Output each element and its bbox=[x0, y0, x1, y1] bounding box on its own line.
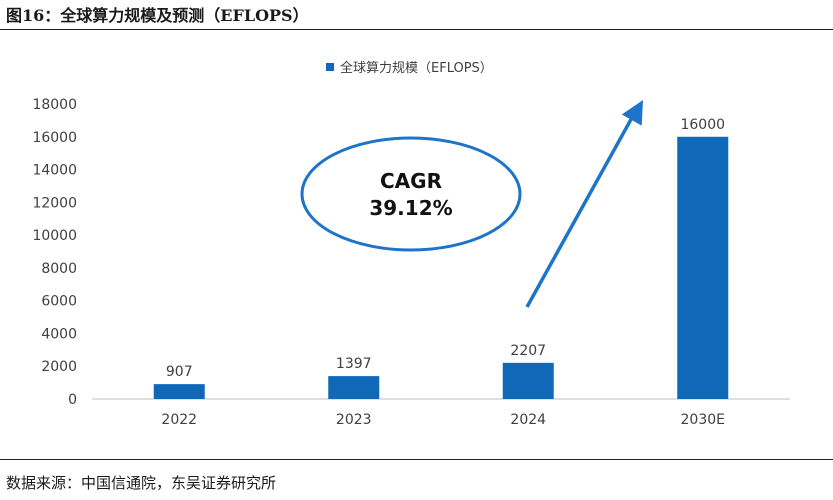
y-tick-label: 18000 bbox=[32, 97, 77, 113]
y-tick-label: 16000 bbox=[32, 130, 77, 146]
y-tick-label: 12000 bbox=[32, 195, 77, 211]
legend: 全球算力规模（EFLOPS） bbox=[326, 60, 493, 76]
y-axis: 0 2000 4000 6000 8000 10000 12000 14000 16000 180… bbox=[32, 97, 77, 408]
data-labels: 907 1397 2207 16000 bbox=[166, 117, 725, 380]
cagr-label: CAGR bbox=[380, 169, 442, 193]
y-tick-label: 0 bbox=[68, 392, 77, 408]
y-tick-label: 8000 bbox=[41, 261, 77, 277]
source-note: 数据来源：中国信通院，东吴证券研究所 bbox=[6, 474, 277, 492]
y-tick-label: 10000 bbox=[32, 228, 77, 244]
bottom-rule bbox=[0, 459, 833, 460]
data-label: 1397 bbox=[336, 356, 372, 372]
y-tick-label: 4000 bbox=[41, 326, 77, 342]
data-label: 2207 bbox=[510, 343, 546, 359]
bars bbox=[153, 136, 729, 399]
growth-arrow-head bbox=[621, 100, 643, 126]
data-label: 16000 bbox=[680, 117, 725, 133]
growth-arrow bbox=[525, 100, 643, 308]
y-tick-label: 6000 bbox=[41, 294, 77, 310]
cagr-value: 39.12% bbox=[369, 196, 452, 220]
x-tick-label: 2022 bbox=[161, 412, 197, 428]
legend-swatch bbox=[326, 63, 334, 71]
figure-title: 图16：全球算力规模及预测（EFLOPS） bbox=[6, 6, 309, 25]
x-axis: 2022 2023 2024 2030E bbox=[161, 412, 725, 428]
bar-2022 bbox=[153, 384, 205, 399]
y-tick-label: 2000 bbox=[41, 359, 77, 375]
bar-2023 bbox=[328, 376, 380, 399]
bar-2030E bbox=[677, 136, 729, 399]
cagr-ellipse bbox=[300, 136, 522, 252]
bar-chart: 全球算力规模（EFLOPS） 0 2000 4000 6000 8000 10000 120… bbox=[32, 60, 790, 428]
y-tick-label: 14000 bbox=[32, 163, 77, 179]
x-tick-label: 2024 bbox=[510, 412, 546, 428]
x-tick-label: 2023 bbox=[336, 412, 372, 428]
x-tick-label: 2030E bbox=[681, 412, 725, 428]
legend-label: 全球算力规模（EFLOPS） bbox=[340, 60, 493, 76]
growth-arrow-shaft bbox=[525, 113, 636, 308]
cagr-annotation: CAGR 39.12% bbox=[300, 136, 522, 252]
top-rule bbox=[0, 29, 833, 30]
data-label: 907 bbox=[166, 364, 193, 380]
bar-2024 bbox=[502, 362, 554, 399]
